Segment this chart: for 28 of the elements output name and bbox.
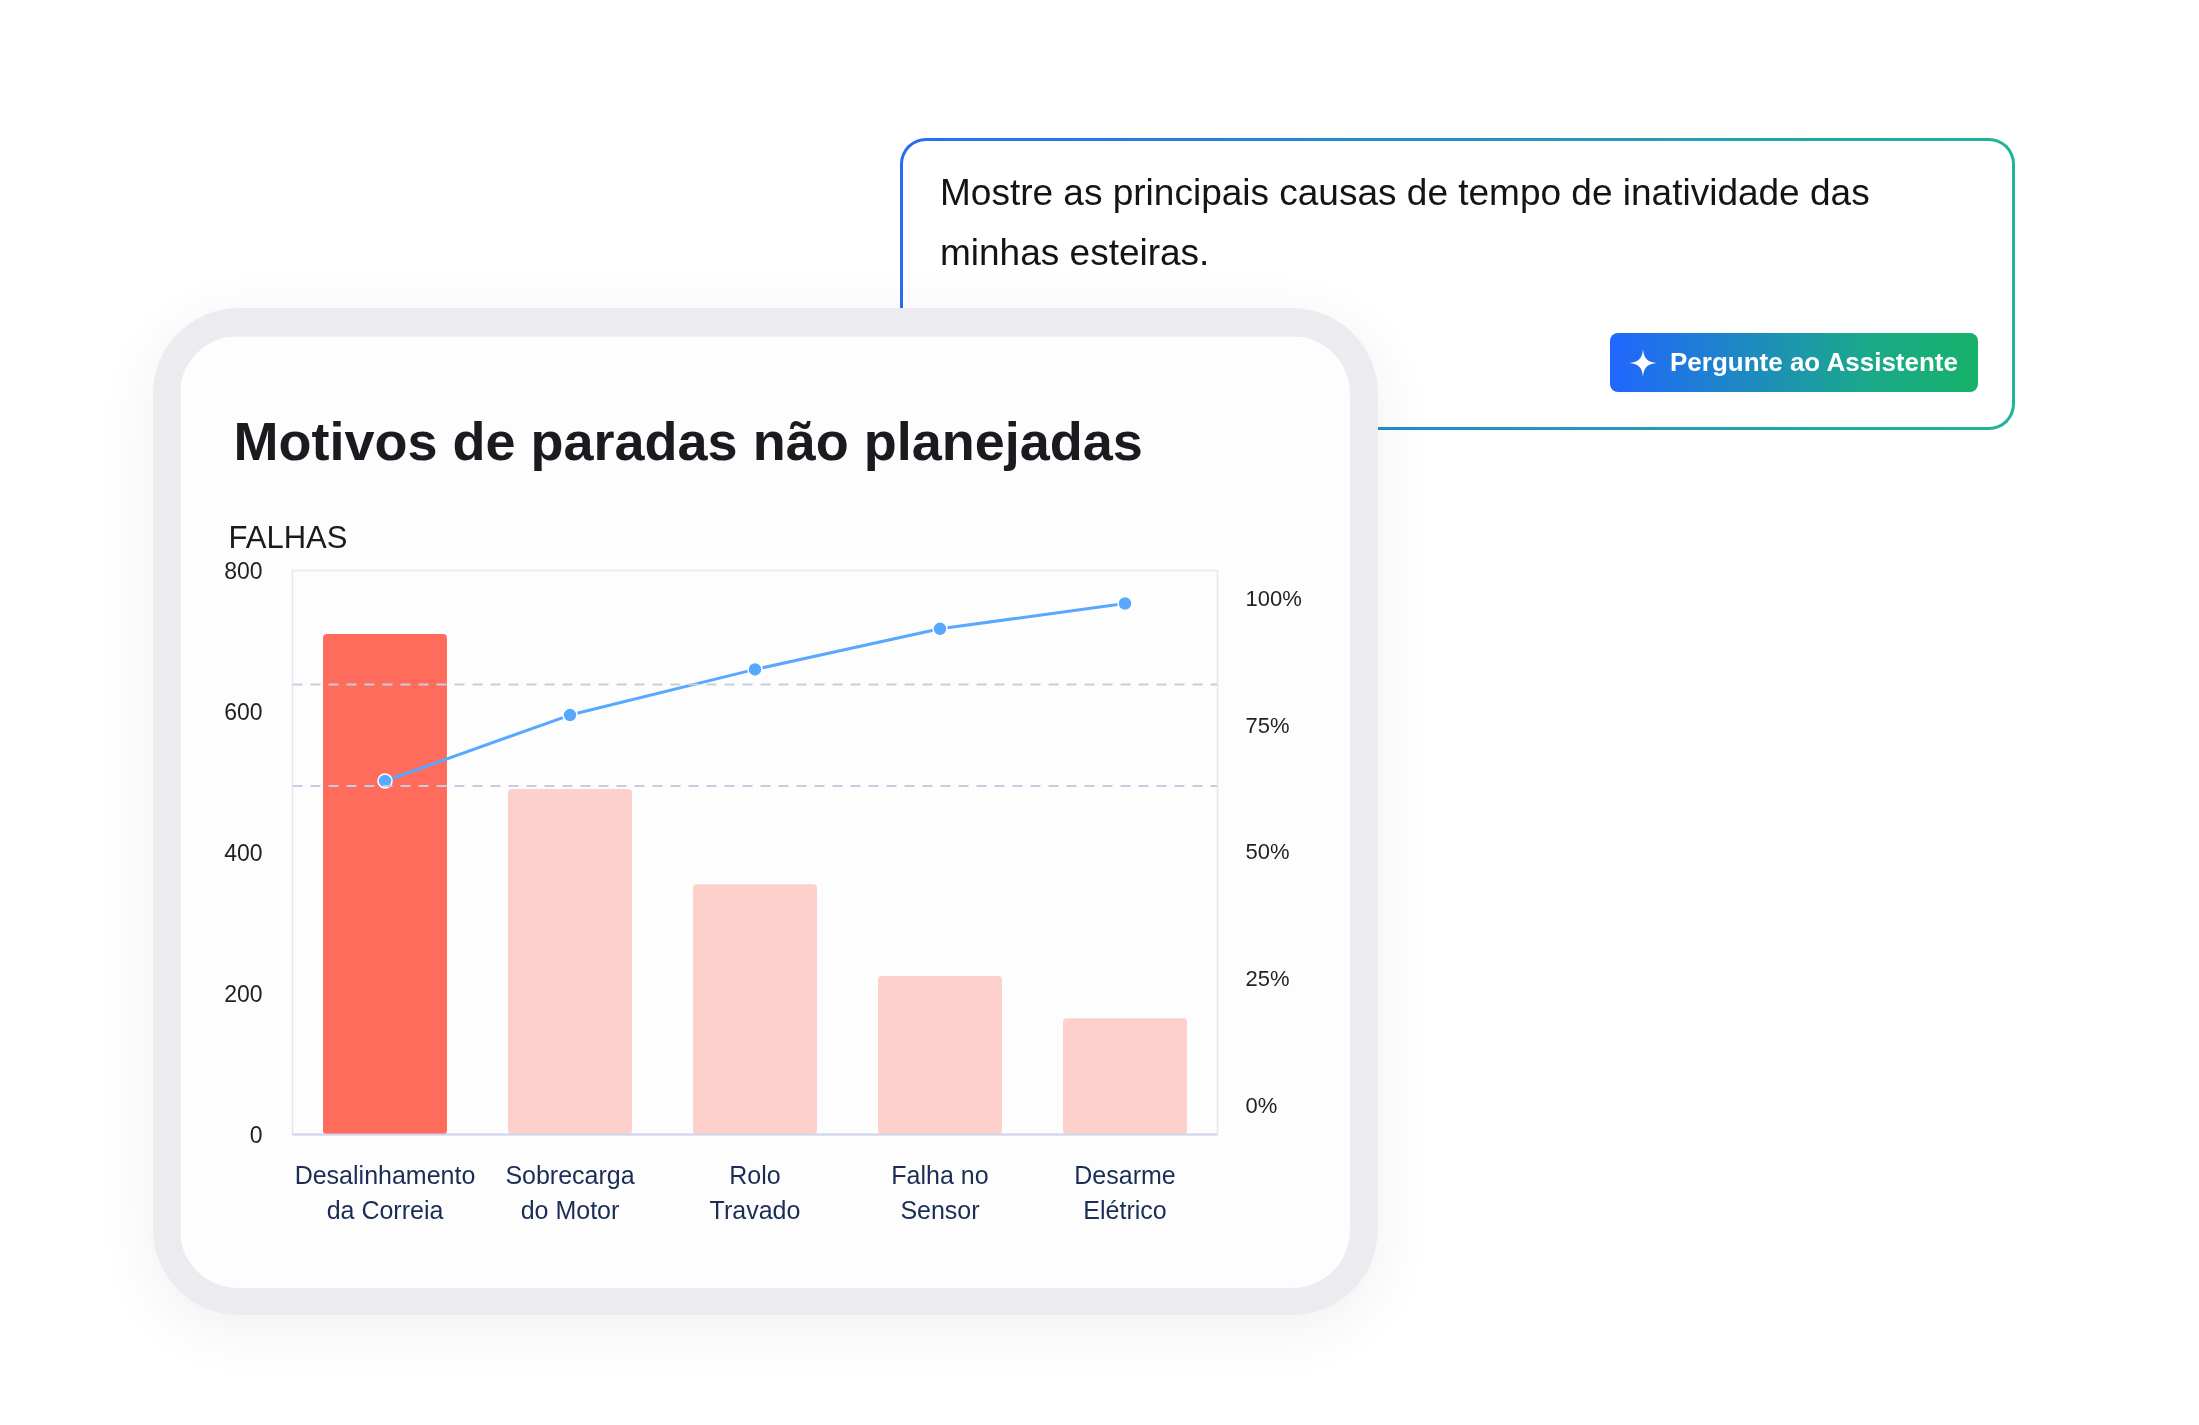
y2-tick-label: 100% <box>1245 585 1302 611</box>
button: Pergunte ao Assistente <box>1610 333 1978 392</box>
point <box>1117 595 1133 612</box>
x-tick-label: Sobrecarga do Motor <box>505 1160 635 1224</box>
text: Mostre as principais causas de tempo de inatividade das minhas esteiras. <box>940 171 1871 275</box>
bar <box>693 884 817 1135</box>
y-tick-label: 400 <box>224 840 263 866</box>
x-tick-label: Desalinhamento da Correia <box>294 1160 476 1224</box>
y2-tick-label: 75% <box>1245 712 1290 738</box>
y2-tick-label: 0% <box>1245 1093 1278 1119</box>
y-tick-label: 200 <box>224 981 263 1007</box>
bar <box>323 633 447 1135</box>
bar <box>878 975 1002 1135</box>
bar <box>1063 1018 1187 1135</box>
chart-title: Motivos de paradas não planejadas <box>233 410 1143 471</box>
y-tick-label: 800 <box>224 558 263 584</box>
x-tick-label: Rolo Travado <box>709 1160 801 1224</box>
point <box>747 661 763 678</box>
x-tick-label: Desarme Elétrico <box>1074 1160 1176 1224</box>
y2-tick-label: 25% <box>1245 966 1290 992</box>
y-axis-title: FALHAS <box>228 520 348 555</box>
bar <box>508 789 632 1135</box>
point <box>932 621 948 637</box>
x-tick-label: Falha no Sensor <box>891 1160 989 1224</box>
y2-tick-label: 50% <box>1245 839 1290 865</box>
y-tick-label: 600 <box>224 699 263 725</box>
y-tick-label: 0 <box>249 1122 263 1148</box>
point <box>562 707 578 723</box>
